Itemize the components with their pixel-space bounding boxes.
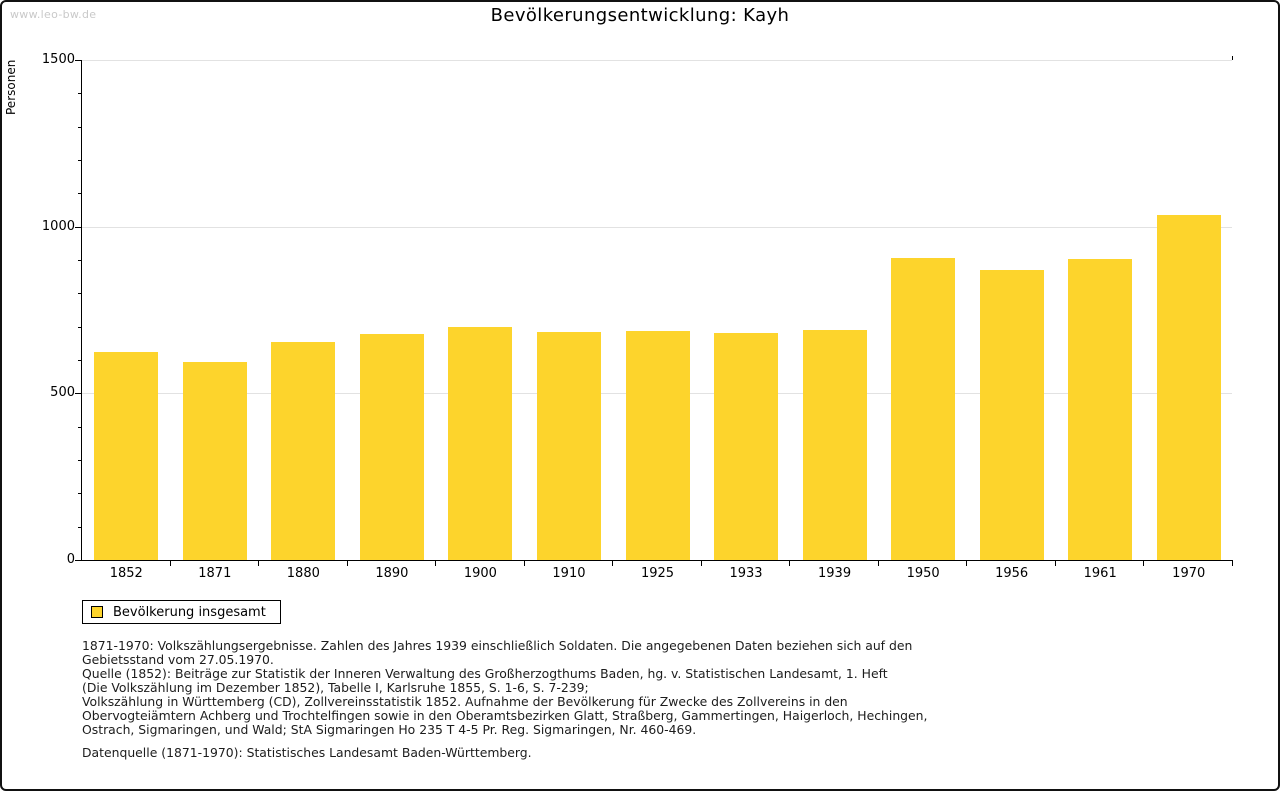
y-tick-1100 (78, 193, 82, 195)
legend-swatch (91, 606, 103, 618)
x-tick-3 (346, 560, 348, 566)
bar-1852 (94, 351, 159, 560)
bar-1900 (448, 327, 513, 560)
y-tick-600 (78, 360, 82, 361)
x-tick-label-1970: 1970 (1172, 566, 1206, 581)
chart-title: Bevölkerungsentwicklung: Kayh (490, 5, 790, 26)
y-tick-200 (78, 493, 82, 495)
footnote-line-6: Obervogteiämtern Achberg und Trochtelfin… (82, 708, 928, 723)
x-tick-5 (523, 560, 525, 566)
x-tick-label-1956: 1956 (995, 566, 1029, 581)
x-tick-label-1950: 1950 (906, 566, 940, 581)
x-tick-7 (700, 560, 702, 566)
x-tick-4 (435, 560, 437, 566)
y-tick-400 (78, 426, 82, 428)
footnote-block: 1871-1970: Volkszählungsergebnisse. Zahl… (82, 639, 1042, 737)
y-tick-900 (78, 260, 82, 261)
x-tick-11 (1054, 560, 1056, 566)
y-tick-1500 (75, 60, 82, 61)
bar-1933 (714, 333, 779, 560)
y-tick-label-1500: 1500 (41, 52, 75, 67)
y-tick-300 (78, 460, 82, 461)
x-tick-8 (789, 560, 791, 566)
x-tick-1 (169, 560, 171, 566)
x-tick-label-1880: 1880 (286, 566, 320, 581)
y-tick-1200 (78, 160, 82, 161)
y-tick-label-0: 0 (66, 552, 75, 567)
y-tick-1400 (78, 93, 82, 95)
x-tick-9 (877, 560, 879, 566)
y-axis-title: Personen (4, 60, 18, 116)
legend: Bevölkerung insgesamt (82, 600, 281, 624)
footnote-line-4: (Die Volkszählung im Dezember 1852), Tab… (82, 680, 589, 695)
legend-label: Bevölkerung insgesamt (113, 604, 266, 620)
x-tick-label-1925: 1925 (640, 566, 675, 581)
x-tick-label-1852: 1852 (109, 566, 143, 581)
x-axis-end-stub (1232, 56, 1233, 60)
x-tick-label-1900: 1900 (463, 566, 497, 581)
footnote-line-5: Volkszählung in Württemberg (CD), Zollve… (82, 694, 848, 709)
bar-1925 (625, 331, 690, 560)
x-tick-label-1961: 1961 (1083, 566, 1117, 581)
y-tick-label-1000: 1000 (41, 218, 75, 234)
y-tick-label-500: 500 (50, 385, 75, 401)
x-tick-label-1933: 1933 (729, 566, 763, 581)
y-tick-1000 (75, 226, 82, 228)
gridline-1500 (82, 60, 1232, 61)
bar-1880 (271, 342, 336, 560)
footnote-line-3: Quelle (1852): Beiträge zur Statistik de… (82, 666, 888, 681)
footnotes: 1871-1970: Volkszählungsergebnisse. Zahl… (82, 639, 1042, 760)
bar-1970 (1156, 215, 1221, 560)
y-tick-800 (78, 293, 82, 295)
x-tick-label-1910: 1910 (552, 566, 586, 581)
bar-1950 (891, 258, 956, 560)
x-tick-12 (1143, 560, 1145, 566)
plot-area: 0 500 1000 1500 1852 1871 1880 1890 1900 1910 1925… (42, 52, 1233, 581)
bar-1910 (536, 332, 601, 560)
x-tick-10 (966, 560, 968, 566)
bar-1939 (802, 329, 867, 560)
footnote-line-1: 1871-1970: Volkszählungsergebnisse. Zahl… (82, 638, 913, 653)
x-tick-label-1939: 1939 (818, 566, 852, 581)
bar-1961 (1068, 259, 1133, 560)
bar-1890 (359, 334, 424, 560)
x-tick-13 (1232, 560, 1233, 566)
y-tick-0 (75, 560, 82, 561)
x-tick-2 (258, 560, 260, 566)
y-tick-1300 (78, 126, 82, 128)
datasource-line: Datenquelle (1871-1970): Statistisches L… (82, 745, 532, 760)
y-tick-700 (78, 326, 82, 328)
x-tick-label-1871: 1871 (198, 566, 232, 581)
footnote-line-2: Gebietsstand vom 27.05.1970. (82, 652, 274, 667)
watermark: www.leo-bw.de (10, 8, 97, 21)
bar-1871 (182, 361, 247, 560)
bar-1956 (979, 270, 1044, 560)
x-tick-label-1890: 1890 (375, 566, 409, 581)
x-tick-6 (612, 560, 614, 566)
gridline-1000 (82, 226, 1232, 228)
footnote-line-7: Ostrach, Sigmaringen, und Wald; StA Sigm… (82, 722, 697, 737)
y-tick-500 (75, 393, 82, 395)
y-tick-100 (78, 526, 82, 528)
